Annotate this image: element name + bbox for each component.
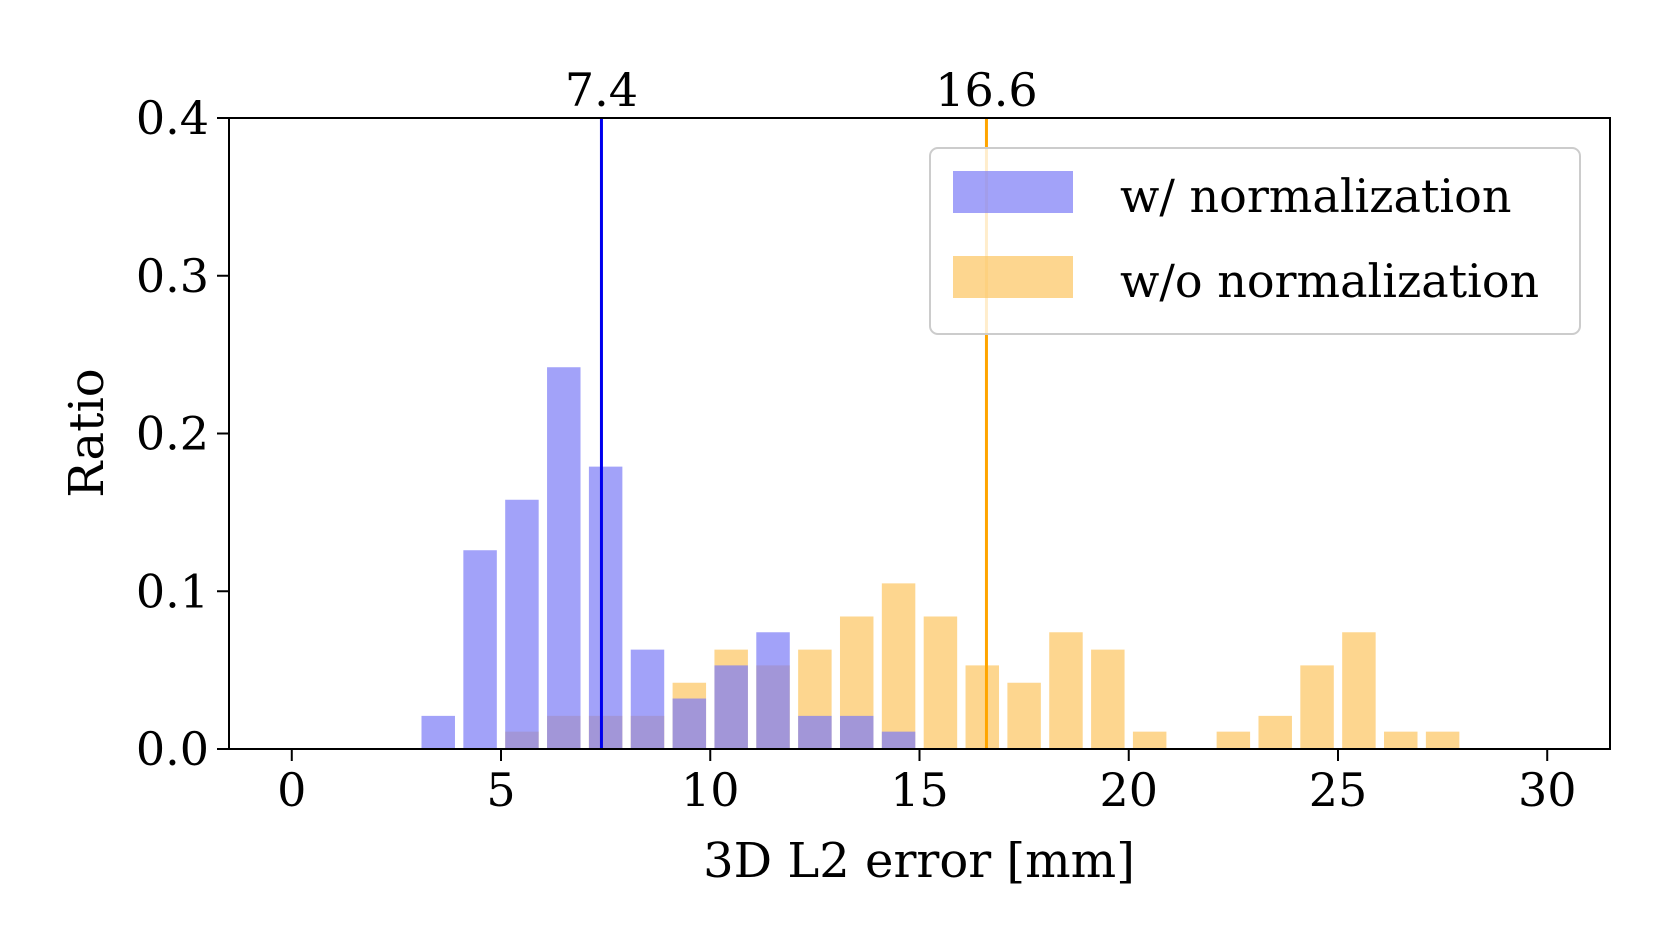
- bar: [547, 367, 581, 749]
- legend-label-without-normalization: w/o normalization: [1120, 254, 1539, 308]
- bar: [1258, 715, 1292, 749]
- bar: [630, 649, 665, 749]
- bar: [1342, 632, 1376, 749]
- series-with-normalization: [421, 367, 916, 749]
- bar: [505, 499, 539, 749]
- y-tick-label: 0.1: [136, 564, 209, 618]
- vline-label: 7.4: [565, 63, 638, 117]
- bar: [923, 616, 958, 749]
- x-tick-label: 25: [1309, 763, 1368, 817]
- legend-label-with-normalization: w/ normalization: [1120, 169, 1511, 223]
- y-tick-label: 0.0: [136, 722, 209, 776]
- y-tick-label: 0.4: [136, 91, 209, 145]
- bar: [463, 550, 497, 749]
- x-tick-label: 10: [681, 763, 740, 817]
- legend-swatch-with-normalization: [953, 171, 1073, 213]
- bar: [881, 731, 916, 749]
- bar: [1384, 731, 1418, 749]
- bar: [965, 665, 1000, 749]
- legend-swatch-without-normalization: [953, 256, 1073, 298]
- bar: [839, 715, 874, 749]
- bar: [714, 665, 748, 749]
- y-tick-label: 0.2: [136, 407, 209, 461]
- bar: [798, 715, 832, 749]
- bar: [588, 466, 623, 749]
- vline-label: 16.6: [935, 63, 1037, 117]
- x-tick-label: 30: [1518, 763, 1577, 817]
- bar: [421, 715, 455, 749]
- bar: [1300, 665, 1334, 749]
- bar: [756, 632, 790, 749]
- x-tick-label: 20: [1099, 763, 1158, 817]
- bar: [672, 698, 707, 749]
- bar: [1007, 682, 1041, 749]
- y-axis-ticks: 0.0 0.1 0.2 0.3 0.4: [136, 91, 229, 776]
- bar: [1132, 731, 1167, 749]
- legend: w/ normalization w/o normalization: [929, 147, 1581, 335]
- x-tick-label: 0: [277, 763, 306, 817]
- y-tick-label: 0.3: [136, 249, 209, 303]
- y-axis-title: Ratio: [59, 368, 115, 497]
- bar: [1091, 649, 1125, 749]
- legend-box: [929, 147, 1581, 335]
- bar: [1049, 632, 1083, 749]
- bar: [881, 583, 916, 749]
- x-axis-ticks: 0 5 10 15 20 25 30: [277, 749, 1577, 817]
- x-tick-label: 5: [486, 763, 515, 817]
- x-tick-label: 15: [890, 763, 949, 817]
- bar: [1216, 731, 1251, 749]
- x-axis-title: 3D L2 error [mm]: [703, 833, 1135, 889]
- bar: [1425, 731, 1460, 749]
- bars-layer: [421, 367, 1460, 749]
